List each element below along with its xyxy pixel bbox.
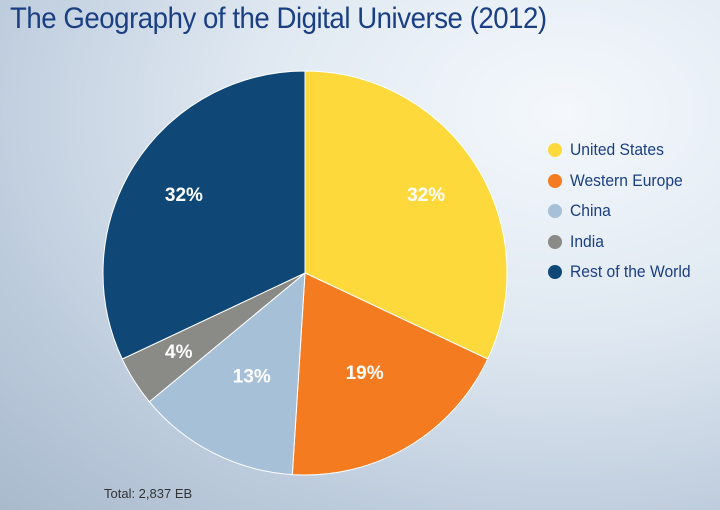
- legend-swatch: [548, 234, 562, 249]
- slice-label-rest-of-the-world: 32%: [165, 185, 203, 206]
- slice-label-united-states: 32%: [407, 185, 445, 206]
- total-note: Total: 2,837 EB: [104, 486, 193, 501]
- legend-item-china: China: [548, 196, 701, 227]
- chart-title: The Geography of the Digital Universe (2…: [10, 2, 547, 35]
- legend-label: United States: [570, 140, 664, 160]
- legend-item-india: India: [548, 227, 701, 258]
- pie-slice-rest-of-the-world: [102, 70, 306, 360]
- legend-swatch: [548, 173, 562, 188]
- slice-label-western-europe: 19%: [346, 363, 384, 384]
- legend-label: China: [570, 201, 611, 221]
- slice-label-china: 13%: [233, 366, 271, 387]
- legend: United States Western Europe China India…: [548, 135, 701, 288]
- legend-item-rest-of-the-world: Rest of the World: [548, 257, 701, 288]
- legend-label: Western Europe: [570, 170, 683, 190]
- legend-swatch: [548, 204, 562, 219]
- legend-label: India: [570, 231, 604, 251]
- legend-swatch: [548, 265, 562, 280]
- slice-label-india: 4%: [165, 342, 193, 363]
- pie-slice-china: [148, 271, 306, 476]
- legend-swatch: [548, 143, 562, 158]
- legend-item-united-states: United States: [548, 135, 701, 166]
- legend-item-western-europe: Western Europe: [548, 166, 701, 197]
- legend-label: Rest of the World: [570, 262, 691, 282]
- pie-slice-western-europe: [291, 272, 489, 476]
- pie-slice-united-states: [304, 70, 508, 360]
